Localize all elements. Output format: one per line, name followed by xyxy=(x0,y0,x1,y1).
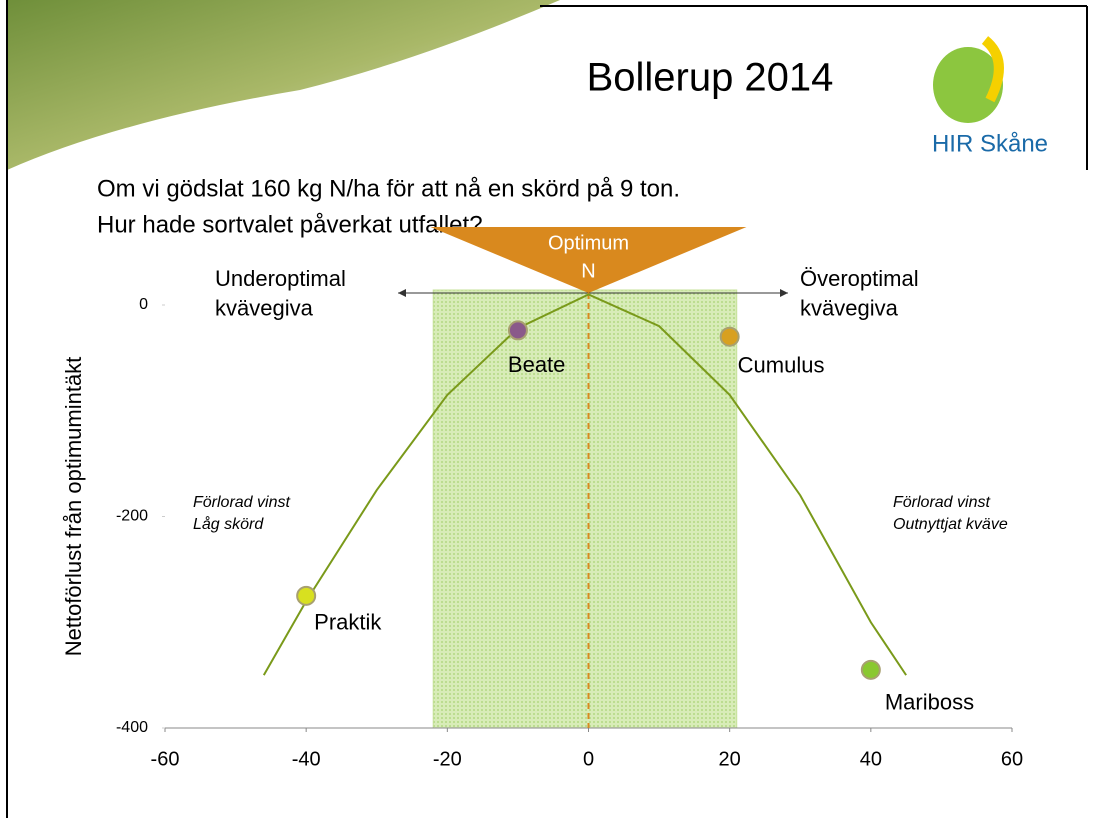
optimum-label: Optimum xyxy=(548,232,629,254)
x-tick-label: -40 xyxy=(292,748,321,770)
logo-mark xyxy=(981,36,1004,103)
point-label: Beate xyxy=(508,352,565,377)
annotation: Outnyttjat kväve xyxy=(893,516,1008,533)
annotation: Förlorad vinst xyxy=(193,494,290,511)
x-tick-label: 60 xyxy=(1001,748,1023,770)
logo-mark xyxy=(933,47,1003,123)
y-tick-label: 0 xyxy=(139,296,148,313)
logo-text: HIR Skåne xyxy=(932,130,1048,157)
header-photo xyxy=(7,0,560,170)
point-label: Praktik xyxy=(314,610,382,635)
y-axis-label: Nettoförlust från optimumintäkt xyxy=(61,357,86,657)
annotation: Underoptimal xyxy=(215,266,346,291)
subtitle: Om vi gödslat 160 kg N/ha för att nå en … xyxy=(97,175,680,202)
subtitle: Hur hade sortvalet påverkat utfallet? xyxy=(97,211,483,238)
point-label: Mariboss xyxy=(885,690,974,715)
slide-title: Bollerup 2014 xyxy=(587,56,834,100)
x-tick-label: 40 xyxy=(860,748,882,770)
curve xyxy=(262,293,907,676)
y-tick-label: -400 xyxy=(116,719,148,736)
annotation: kvävegiva xyxy=(215,296,314,321)
annotation: Överoptimal xyxy=(800,266,919,291)
x-tick-label: 0 xyxy=(583,748,594,770)
x-tick-label: -20 xyxy=(433,748,462,770)
data-point xyxy=(296,585,317,606)
data-point xyxy=(860,659,881,680)
data-point xyxy=(507,320,528,341)
optimal-range xyxy=(432,289,738,729)
data-point xyxy=(719,326,740,347)
annotation: kvävegiva xyxy=(800,296,899,321)
y-tick-label: -200 xyxy=(116,508,148,525)
optimum-label: N xyxy=(581,260,595,282)
x-tick-label: -60 xyxy=(151,748,180,770)
optimum-triangle xyxy=(430,227,747,293)
annotation: Förlorad vinst xyxy=(893,494,990,511)
annotation: Låg skörd xyxy=(193,515,264,533)
point-label: Cumulus xyxy=(738,353,825,378)
x-tick-label: 20 xyxy=(719,748,741,770)
